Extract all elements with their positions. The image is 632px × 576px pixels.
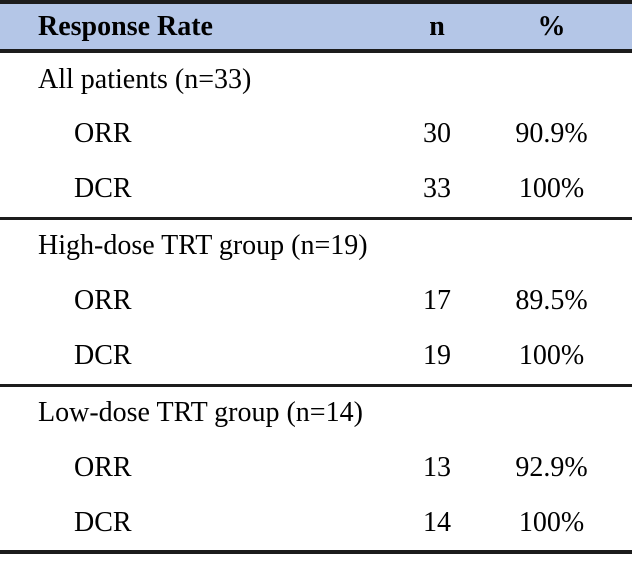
row-label: ORR <box>74 452 132 483</box>
group-label: Low-dose TRT group (n=14) <box>38 397 363 429</box>
row-n-value: 13 <box>423 452 451 483</box>
row-label: ORR <box>74 118 132 149</box>
table-row-orr: ORR 13 92.9% <box>0 440 632 496</box>
table-row-dcr: DCR 33 100% <box>0 162 632 218</box>
row-pct-value: 100% <box>518 173 585 205</box>
group-label: All patients (n=33) <box>38 63 252 95</box>
group-row-all-patients: All patients (n=33) <box>0 51 632 106</box>
row-pct-value: 100% <box>518 340 585 372</box>
empty-cell <box>482 218 632 273</box>
table-row-orr: ORR 17 89.5% <box>0 273 632 329</box>
group-label: High-dose TRT group (n=19) <box>38 230 368 262</box>
row-n-value: 30 <box>423 118 451 149</box>
empty-cell <box>482 385 632 440</box>
empty-cell <box>392 385 482 440</box>
empty-cell <box>482 51 632 106</box>
response-rate-table: Response Rate n % All patients (n=33) OR… <box>0 0 632 552</box>
empty-cell <box>392 218 482 273</box>
group-row-high-dose: High-dose TRT group (n=19) <box>0 218 632 273</box>
row-pct-value: 89.5% <box>515 285 588 316</box>
row-label: DCR <box>74 507 132 538</box>
row-pct-value: 100% <box>518 507 585 538</box>
row-n-value: 14 <box>423 507 451 538</box>
group-row-low-dose: Low-dose TRT group (n=14) <box>0 385 632 440</box>
table-row-dcr: DCR 14 100% <box>0 496 632 552</box>
row-n-value: 19 <box>423 340 451 372</box>
row-pct-value: 90.9% <box>515 118 588 149</box>
table-header-row: Response Rate n % <box>0 2 632 51</box>
table-row-orr: ORR 30 90.9% <box>0 106 632 162</box>
row-label: ORR <box>74 285 132 316</box>
row-label: DCR <box>74 173 132 205</box>
row-pct-value: 92.9% <box>515 452 588 483</box>
header-percent: % <box>537 11 566 42</box>
header-response-rate: Response Rate <box>38 11 213 42</box>
row-n-value: 33 <box>423 173 451 205</box>
table-row-dcr: DCR 19 100% <box>0 329 632 385</box>
row-n-value: 17 <box>423 285 451 316</box>
row-label: DCR <box>74 340 132 372</box>
empty-cell <box>392 51 482 106</box>
header-n: n <box>429 11 445 42</box>
